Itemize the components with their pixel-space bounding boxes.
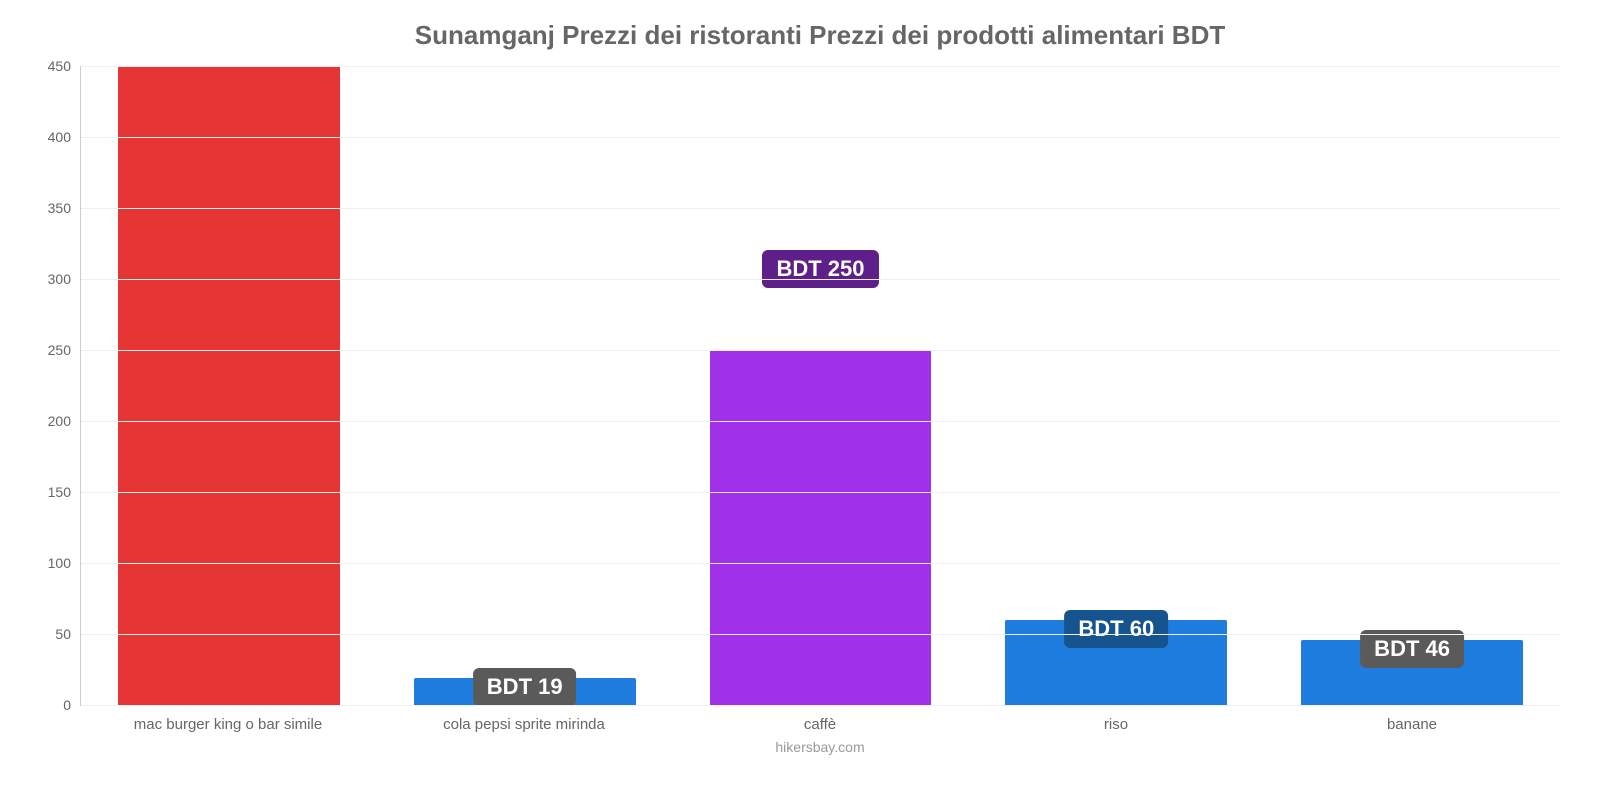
bar-slot: BDT 46 [1264, 66, 1560, 705]
y-tick-label: 200 [48, 413, 81, 429]
x-axis-label: riso [968, 706, 1264, 733]
gridline [81, 705, 1560, 706]
chart-container: Sunamganj Prezzi dei ristoranti Prezzi d… [0, 0, 1600, 800]
x-axis-labels: mac burger king o bar similecola pepsi s… [80, 706, 1560, 733]
y-tick-label: 350 [48, 200, 81, 216]
footer-attribution: hikersbay.com [80, 739, 1560, 755]
gridline [81, 350, 1560, 351]
gridline [81, 208, 1560, 209]
bar: BDT 46 [1301, 640, 1523, 705]
x-axis-label: cola pepsi sprite mirinda [376, 706, 672, 733]
chart-title: Sunamganj Prezzi dei ristoranti Prezzi d… [80, 20, 1560, 51]
y-tick-label: 0 [63, 697, 81, 713]
y-tick-label: 250 [48, 342, 81, 358]
y-tick-label: 150 [48, 484, 81, 500]
bars-row: BDT 450 BDT 19 BDT 250 BDT 60 BDT 46 [81, 66, 1560, 705]
bar-slot: BDT 60 [968, 66, 1264, 705]
gridline [81, 492, 1560, 493]
bar-slot: BDT 250 [673, 66, 969, 705]
bar-value-label: BDT 46 [1360, 630, 1464, 668]
y-tick-label: 450 [48, 58, 81, 74]
bar-value-label: BDT 60 [1064, 610, 1168, 648]
gridline [81, 634, 1560, 635]
plot-area: BDT 450BDT 19BDT 250BDT 60BDT 46 0501001… [80, 66, 1560, 706]
bar-value-label: BDT 250 [762, 250, 878, 288]
y-tick-label: 300 [48, 271, 81, 287]
bar: BDT 19 [414, 678, 636, 705]
gridline [81, 66, 1560, 67]
y-tick-label: 50 [55, 626, 81, 642]
bar-slot: BDT 450 [81, 66, 377, 705]
x-axis-label: banane [1264, 706, 1560, 733]
x-axis-label: mac burger king o bar simile [80, 706, 376, 733]
x-axis-label: caffè [672, 706, 968, 733]
y-tick-label: 100 [48, 555, 81, 571]
gridline [81, 421, 1560, 422]
bar: BDT 250 [710, 350, 932, 705]
bar: BDT 450 [118, 66, 340, 705]
bar: BDT 60 [1005, 620, 1227, 705]
gridline [81, 563, 1560, 564]
bar-value-label: BDT 19 [473, 668, 577, 706]
gridline [81, 279, 1560, 280]
y-tick-label: 400 [48, 129, 81, 145]
bar-slot: BDT 19 [377, 66, 673, 705]
gridline [81, 137, 1560, 138]
